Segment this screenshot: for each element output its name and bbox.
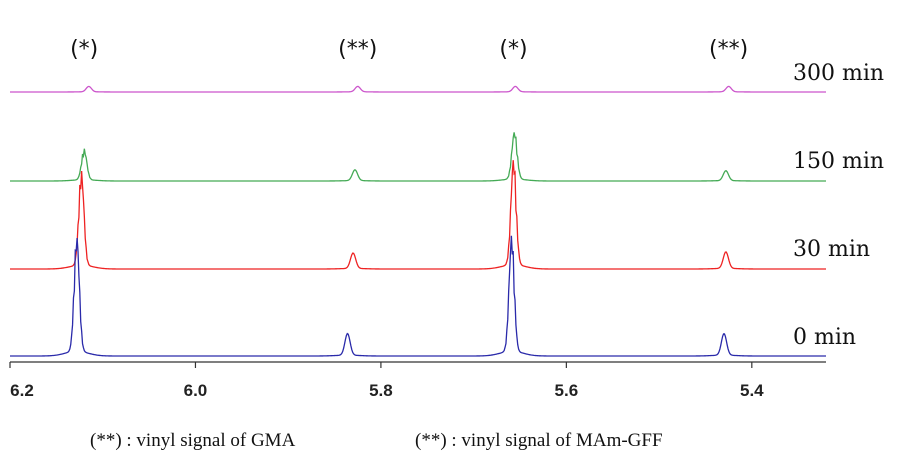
trace-label-30-min: 30 min	[793, 237, 870, 262]
peak-annotation-1: (**)	[338, 37, 377, 62]
spectrum-traces	[10, 85, 826, 357]
trace-0-min	[10, 235, 826, 357]
trace-label-150-min: 150 min	[793, 149, 884, 174]
trace-30-min	[10, 160, 826, 270]
peak-annotation-2: (*)	[499, 37, 527, 62]
x-axis: 6.2 6.0 5.8 5.6 5.4	[9, 361, 826, 400]
x-tick-label-2: 5.8	[369, 381, 393, 400]
peak-annotation-0: (*)	[70, 37, 98, 62]
x-tick-label-3: 5.6	[555, 381, 579, 400]
x-tick-label-4: 5.4	[740, 381, 764, 400]
peak-annotation-3: (**)	[709, 37, 748, 62]
note-mam-gff: (**) : vinyl signal of MAm-GFF	[415, 430, 663, 451]
trace-label-0-min: 0 min	[793, 325, 856, 350]
trace-label-300-min: 300 min	[793, 61, 884, 86]
peak-annotations: (*) (**) (*) (**)	[70, 37, 748, 62]
trace-150-min	[10, 132, 826, 182]
trace-labels: 300 min 150 min 30 min 0 min	[793, 61, 884, 350]
trace-300-min	[10, 85, 826, 93]
x-tick-label-1: 6.0	[184, 381, 208, 400]
x-tick-label-0: 6.2	[10, 381, 34, 400]
note-gma: (**) : vinyl signal of GMA	[90, 430, 296, 451]
